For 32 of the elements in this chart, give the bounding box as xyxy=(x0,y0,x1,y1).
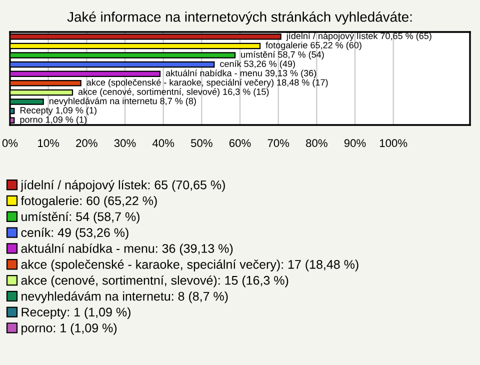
legend-label: nevyhledávám na internetu: 8 (8,7 %) xyxy=(22,291,228,304)
data-label: akce (společenské - karaoke, speciální večery) 18,48 % (17) xyxy=(86,78,328,88)
x-tick-label: 90% xyxy=(344,139,366,148)
data-label: aktuální nabídka - menu 39,13 % (36) xyxy=(166,70,316,78)
x-tick-label: 50% xyxy=(190,139,212,148)
legend-label: Recepty: 1 (1,09 %) xyxy=(22,307,130,320)
chart-title: Jaké informace na internetových stránkách vyhledáváte: xyxy=(67,11,412,25)
x-tick-label: 20% xyxy=(76,139,98,148)
data-label: umístění 58,7 % (54) xyxy=(241,50,324,60)
legend-label: ceník: 49 (53,26 %) xyxy=(21,228,128,240)
x-tick-label: 80% xyxy=(306,139,328,148)
data-label: nevyhledávám na internetu 8,7 % (8) xyxy=(50,97,196,106)
x-tick-label: 60% xyxy=(229,139,251,148)
x-tick-label: 10% xyxy=(38,139,60,148)
data-label: akce (cenové, sortimentní, slevové) 16,3 % (15) xyxy=(78,88,269,97)
legend-label: umístění: 54 (58,7 %) xyxy=(22,212,140,224)
data-label: porno 1,09 % (1) xyxy=(20,116,86,125)
x-tick-label: 0% xyxy=(2,139,18,148)
data-label: ceník 53,26 % (49) xyxy=(220,60,295,69)
legend-label: aktuální nabídka - menu: 36 (39,13 %) xyxy=(21,244,233,256)
legend-label: akce (společenské - karaoke, speciální večery): 17 (18,48 %) xyxy=(21,260,358,272)
x-tick-label: 70% xyxy=(268,139,290,148)
legend-label: porno: 1 (1,09 %) xyxy=(22,323,117,335)
legend-label: jídelní / nápojový lístek: 65 (70,65 %) xyxy=(20,180,225,192)
data-label: fotogalerie 65,22 % (60) xyxy=(266,42,362,50)
data-label: jídelní / nápojový lístek 70,65 % (65) xyxy=(286,32,432,41)
legend-label: akce (cenové, sortimentní, slevové): 15 (16,3 %) xyxy=(21,275,288,288)
data-label: Recepty 1,09 % (1) xyxy=(20,106,96,116)
legend-label: fotogalerie: 60 (65,22 %) xyxy=(20,196,157,208)
x-tick-label: 40% xyxy=(152,139,174,148)
x-tick-label: 100% xyxy=(380,139,408,148)
x-tick-label: 30% xyxy=(114,139,136,148)
